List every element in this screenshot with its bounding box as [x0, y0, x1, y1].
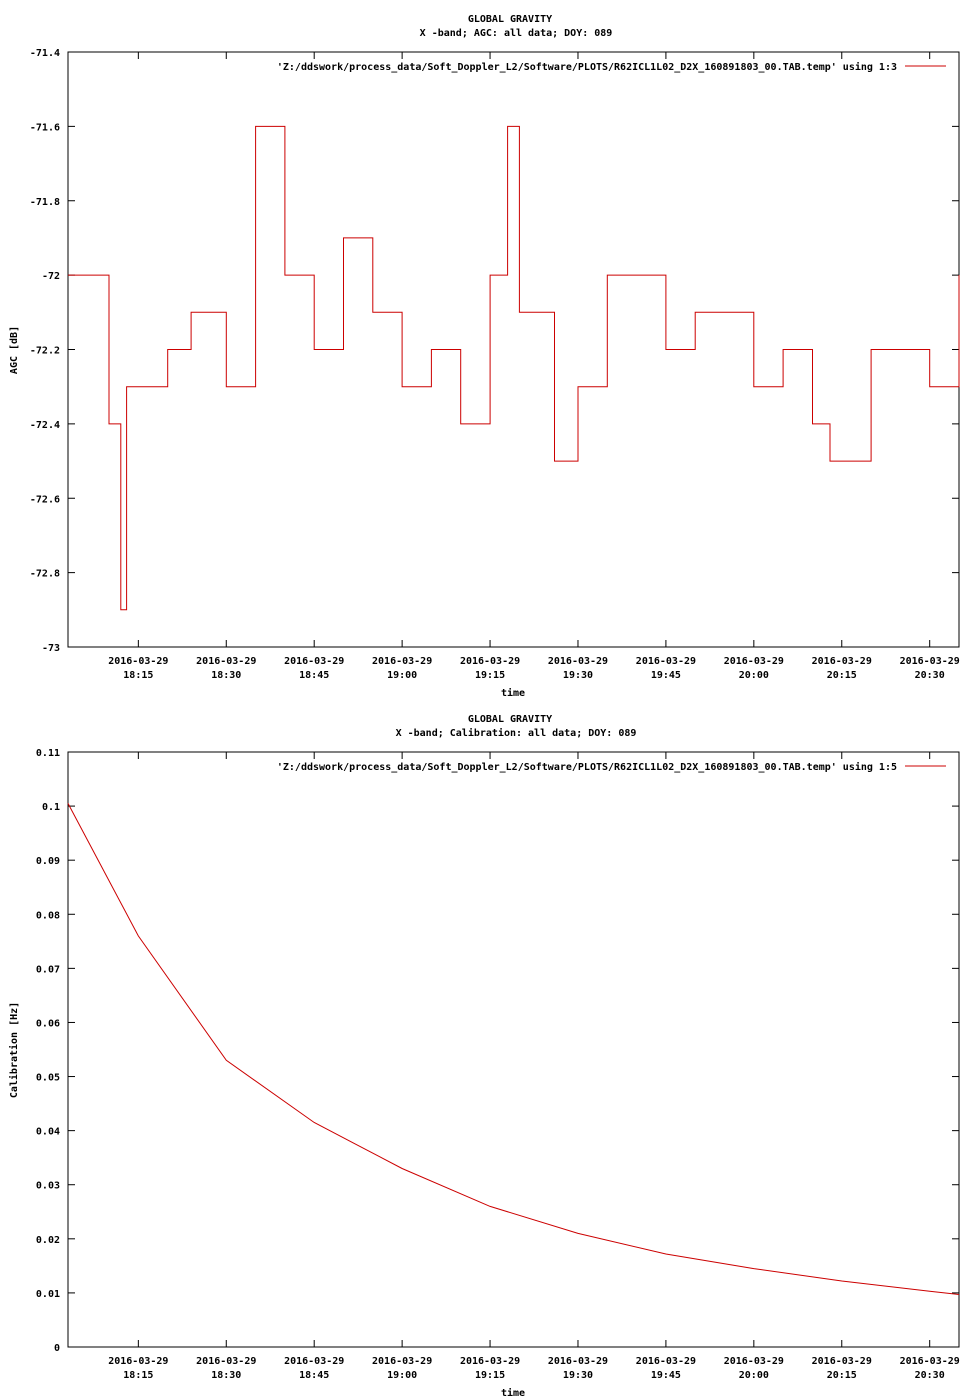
- x-tick-date: 2016-03-29: [108, 656, 168, 667]
- series-line: [68, 125, 960, 611]
- y-tick-label: 0.09: [36, 856, 60, 867]
- y-tick-label: 0.03: [36, 1181, 60, 1192]
- y-tick-label: 0: [54, 1343, 60, 1354]
- x-tick-time: 18:15: [123, 1370, 153, 1381]
- x-tick-date: 2016-03-29: [724, 1356, 784, 1367]
- plot-frame: [67, 51, 960, 648]
- y-tick-label: -72.2: [30, 346, 60, 357]
- x-tick-time: 20:15: [827, 1370, 857, 1381]
- x-tick-time: 19:15: [475, 670, 505, 681]
- y-tick-label: -71.6: [30, 122, 60, 133]
- x-tick-time: 20:30: [915, 670, 945, 681]
- x-tick-date: 2016-03-29: [108, 1356, 168, 1367]
- x-tick-time: 20:00: [739, 1370, 769, 1381]
- calibration-chart: GLOBAL GRAVITY X -band; Calibration: all…: [8, 714, 960, 1399]
- x-tick-time: 18:30: [211, 670, 241, 681]
- y-ticks: -71.4 -71.6 -71.8 -72 -72.2 -72.4 -72.6 -72.8 -7…: [30, 48, 959, 654]
- y-tick-label: 0.01: [36, 1289, 60, 1300]
- x-tick-date: 2016-03-29: [900, 1356, 960, 1367]
- x-tick-time: 19:30: [563, 1370, 593, 1381]
- y-tick-label: 0.07: [36, 964, 60, 975]
- x-axis-label: time: [501, 1387, 525, 1399]
- x-tick-time: 19:00: [387, 1370, 417, 1381]
- x-tick-date: 2016-03-29: [636, 656, 696, 667]
- x-tick-date: 2016-03-29: [812, 1356, 872, 1367]
- x-tick-date: 2016-03-29: [196, 1356, 256, 1367]
- y-axis-label: Calibration [Hz]: [8, 1002, 20, 1098]
- x-axis-label: time: [501, 687, 525, 699]
- x-tick-date: 2016-03-29: [548, 1356, 608, 1367]
- x-tick-time: 18:45: [299, 670, 329, 681]
- x-tick-time: 18:30: [211, 1370, 241, 1381]
- x-tick-time: 19:30: [563, 670, 593, 681]
- y-tick-label: 0.08: [36, 910, 60, 921]
- y-tick-label: -72.6: [30, 494, 60, 505]
- x-tick-time: 18:45: [299, 1370, 329, 1381]
- x-tick-time: 19:45: [651, 1370, 681, 1381]
- x-tick-date: 2016-03-29: [372, 656, 432, 667]
- chart-subtitle: X -band; Calibration: all data; DOY: 089: [396, 727, 637, 739]
- plot-frame: [67, 751, 960, 1348]
- x-tick-date: 2016-03-29: [636, 1356, 696, 1367]
- x-tick-time: 20:15: [827, 670, 857, 681]
- x-tick-time: 18:15: [123, 670, 153, 681]
- y-tick-label: -72: [42, 271, 60, 282]
- x-ticks: 2016-03-29 18:15 2016-03-29 18:30 2016-03-29…: [108, 752, 960, 1381]
- x-tick-date: 2016-03-29: [372, 1356, 432, 1367]
- x-tick-date: 2016-03-29: [460, 1356, 520, 1367]
- y-ticks: 0.11 0.1 0.09 0.08 0.07 0.06 0.05 0.04 0.03 0.02 0…: [36, 748, 959, 1354]
- x-tick-date: 2016-03-29: [284, 656, 344, 667]
- y-tick-label: 0.04: [36, 1127, 60, 1138]
- y-tick-label: -72.8: [30, 569, 60, 580]
- y-tick-label: 0.05: [36, 1073, 60, 1084]
- y-tick-label: 0.02: [36, 1235, 60, 1246]
- x-tick-time: 20:00: [739, 670, 769, 681]
- chart-subtitle: X -band; AGC: all data; DOY: 089: [420, 28, 613, 39]
- legend-label: 'Z:/ddswork/process_data/Soft_Doppler_L2…: [277, 761, 897, 773]
- y-tick-label: -71.8: [30, 197, 60, 208]
- x-tick-date: 2016-03-29: [460, 656, 520, 667]
- x-tick-time: 19:15: [475, 1370, 505, 1381]
- y-tick-label: 0.06: [36, 1018, 60, 1029]
- x-tick-date: 2016-03-29: [548, 656, 608, 667]
- y-tick-label: -72.4: [30, 420, 60, 431]
- x-ticks: 2016-03-29 18:15 2016-03-29 18:30 2016-03-29…: [108, 52, 960, 681]
- x-tick-time: 20:30: [915, 1370, 945, 1381]
- chart-title: GLOBAL GRAVITY: [468, 14, 552, 25]
- series-agc: [68, 125, 960, 611]
- x-tick-time: 19:45: [651, 670, 681, 681]
- y-axis-label: AGC [dB]: [9, 326, 20, 374]
- x-tick-date: 2016-03-29: [724, 656, 784, 667]
- legend-label: 'Z:/ddswork/process_data/Soft_Doppler_L2…: [277, 61, 897, 73]
- series-line: [67, 803, 960, 1295]
- x-tick-date: 2016-03-29: [196, 656, 256, 667]
- x-tick-date: 2016-03-29: [284, 1356, 344, 1367]
- x-tick-date: 2016-03-29: [812, 656, 872, 667]
- y-tick-label: 0.1: [42, 802, 60, 813]
- x-tick-date: 2016-03-29: [900, 656, 960, 667]
- chart-title: GLOBAL GRAVITY: [468, 714, 552, 725]
- series-calibration: [67, 803, 960, 1295]
- agc-chart: GLOBAL GRAVITY X -band; AGC: all data; D…: [9, 14, 960, 699]
- y-tick-label: -73: [42, 643, 60, 654]
- x-tick-time: 19:00: [387, 670, 417, 681]
- y-tick-label: 0.11: [36, 748, 60, 759]
- y-tick-label: -71.4: [30, 48, 60, 59]
